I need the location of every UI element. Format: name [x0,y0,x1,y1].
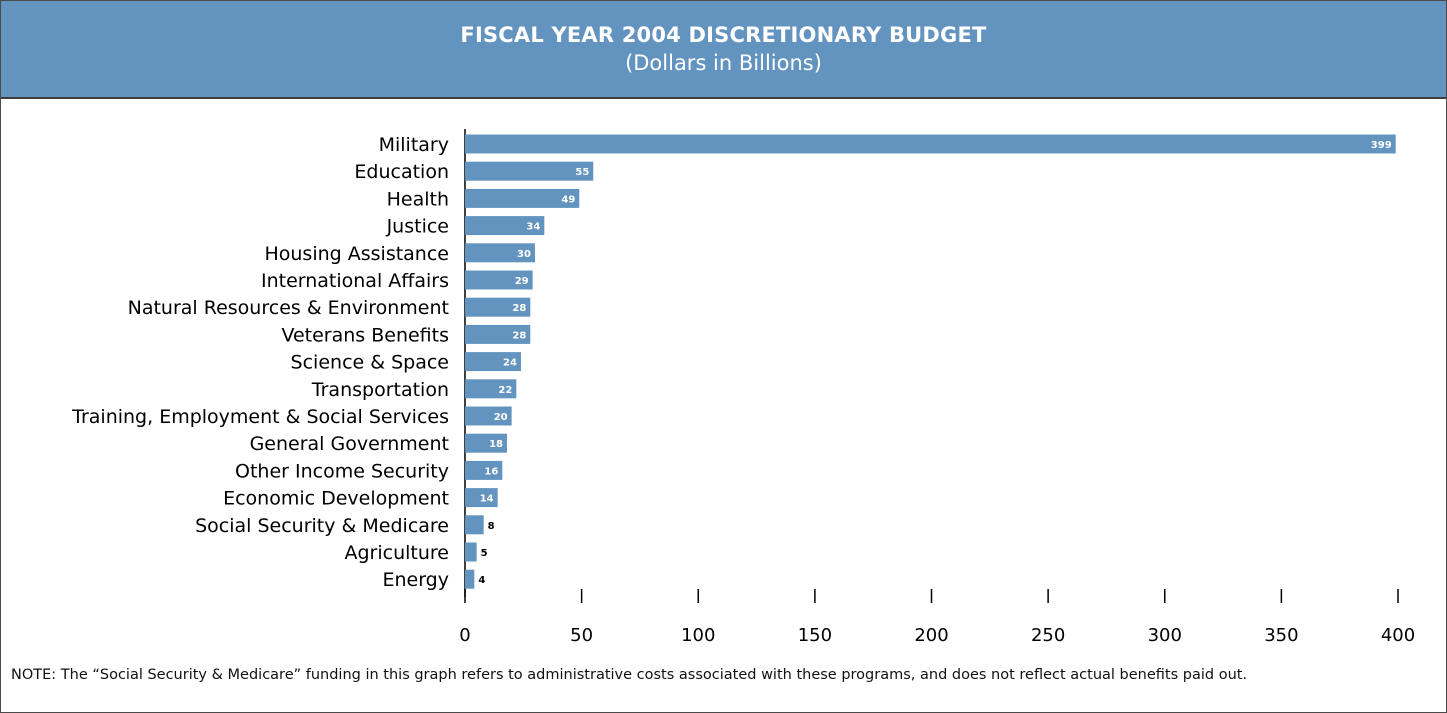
bar-natural-resources-and-environment [465,297,531,317]
category-label-other-income-security: Other Income Security [235,460,449,482]
category-label-military: Military [379,134,449,156]
x-tick-label-350: 350 [1264,625,1298,646]
x-tick-label-0: 0 [459,625,470,646]
bar-science-and-space [465,352,521,372]
bar-chart: 0 50 100 150 200 250 300 350 400 Military 399 Educa… [71,129,1415,646]
category-label-training-employment-and-social-services: Training, Employment & Social Services [71,406,449,428]
category-label-transportation: Transportation [311,379,449,401]
bar-health [465,188,580,208]
chart-note: NOTE: The “Social Security & Medicare” f… [11,667,1248,683]
x-tick-label-50: 50 [570,625,593,646]
bar-value-label-energy: 4 [478,575,485,586]
category-label-social-security-and-medicare: Social Security & Medicare [195,515,449,537]
bar-justice [465,216,545,236]
bar-international-affairs [465,270,533,290]
chart-title: FISCAL YEAR 2004 DISCRETIONARY BUDGET [460,23,987,47]
category-label-housing-assistance: Housing Assistance [264,243,449,265]
category-label-general-government: General Government [250,433,449,455]
bar-value-label-international-affairs: 29 [515,276,529,287]
bar-value-label-military: 399 [1371,140,1392,151]
category-label-health: Health [387,188,449,210]
bar-value-label-natural-resources-and-environment: 28 [512,303,526,314]
category-label-natural-resources-and-environment: Natural Resources & Environment [128,297,449,319]
bar-value-label-agriculture: 5 [481,548,488,559]
bar-military [465,134,1396,154]
category-label-justice: Justice [386,216,449,238]
bar-value-label-social-security-and-medicare: 8 [488,521,495,532]
bar-value-label-justice: 34 [526,222,540,233]
bar-agriculture [465,542,477,562]
chart-subtitle: (Dollars in Billions) [625,51,822,75]
bar-value-label-veterans-benefits: 28 [512,330,526,341]
x-tick-label-150: 150 [798,625,832,646]
chart-header: FISCAL YEAR 2004 DISCRETIONARY BUDGET (D… [1,1,1446,99]
category-label-economic-development: Economic Development [223,488,449,510]
bar-value-label-education: 55 [575,167,589,178]
bar-value-label-economic-development: 14 [480,494,494,505]
x-tick-label-400: 400 [1381,625,1415,646]
bar-value-label-science-and-space: 24 [503,358,517,369]
bar-general-government [465,433,507,453]
bar-value-label-health: 49 [561,194,575,205]
bar-value-label-general-government: 18 [489,439,503,450]
bar-economic-development [465,488,498,508]
category-label-agriculture: Agriculture [345,542,450,564]
bar-value-label-other-income-security: 16 [484,466,498,477]
category-label-science-and-space: Science & Space [291,352,449,374]
bar-value-label-housing-assistance: 30 [517,249,531,260]
x-tick-label-200: 200 [914,625,948,646]
bar-other-income-security [465,460,503,480]
x-tick-label-300: 300 [1148,625,1182,646]
bar-value-label-transportation: 22 [498,385,512,396]
bar-value-label-training-employment-and-social-services: 20 [494,412,508,423]
bar-education [465,161,594,181]
x-tick-label-100: 100 [681,625,715,646]
category-label-veterans-benefits: Veterans Benefits [281,324,449,346]
bar-transportation [465,379,517,399]
category-label-international-affairs: International Affairs [261,270,449,292]
category-label-energy: Energy [382,569,449,591]
bar-veterans-benefits [465,324,531,344]
bar-energy [465,569,475,589]
category-label-education: Education [354,161,449,183]
x-tick-label-250: 250 [1031,625,1065,646]
bar-training-employment-and-social-services [465,406,512,426]
bar-social-security-and-medicare [465,515,484,535]
bar-housing-assistance [465,243,535,263]
